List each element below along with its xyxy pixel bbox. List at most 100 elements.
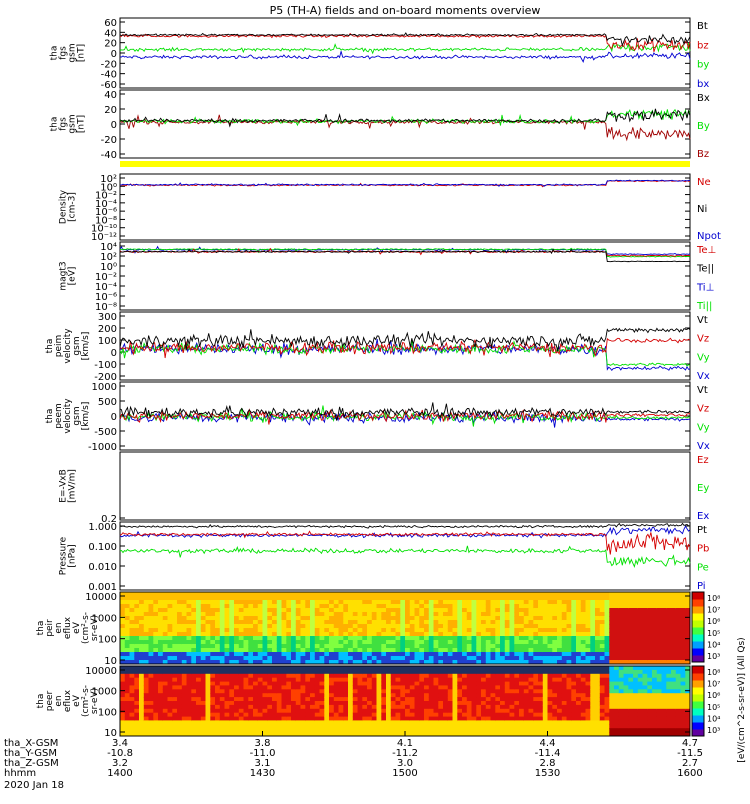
spectrogram-cell [490,701,496,706]
series-by [119,108,691,127]
spectrogram-cell [476,632,482,637]
spectrogram-cell [685,728,690,733]
spectrogram-cell [490,677,496,683]
spectrogram-cell [680,728,686,733]
spectrogram-cell [666,666,672,671]
spectrogram-cell [352,644,359,649]
spectrogram-cell [614,604,620,609]
spectrogram-cell [371,701,378,706]
spectrogram-cell [656,689,663,694]
spectrogram-cell [509,632,515,637]
spectrogram-cell [167,644,173,649]
spectrogram-cell [210,724,216,729]
spectrogram-cell [120,697,126,702]
spectrogram-cell [490,632,496,637]
spectrogram-cell [680,669,686,675]
spectrogram-cell [604,624,610,629]
spectrogram-cell [129,632,135,637]
spectrogram-cell [272,648,278,653]
spectrogram-cell [614,620,620,625]
spectrogram-cell [362,616,368,621]
spectrogram-cell [509,732,515,736]
y-axis-label: tha peir en eflux eV (cm²-s-sr-eV) [36,612,100,644]
spectrogram-cell [519,689,525,694]
spectrogram-cell [386,616,392,621]
spectrogram-cell [599,648,606,653]
spectrogram-cell [281,652,287,657]
spectrogram-cell [490,636,496,641]
spectrogram-cell [215,596,221,601]
spectrogram-cell [381,640,387,645]
spectrogram-cell [300,669,306,675]
spectrogram-cell [357,689,363,694]
spectrogram-cell [604,666,610,671]
legend-bz: bz [697,40,709,51]
y-tick-label: -100 [94,360,117,371]
spectrogram-cell [509,708,515,714]
spectrogram-cell [424,701,430,706]
spectrogram-cell [134,732,140,736]
spectrogram-cell [300,592,306,597]
spectrogram-cell [234,660,240,664]
spectrogram-cell [538,701,544,706]
spectrogram-cell [433,616,439,621]
spectrogram-cell [680,701,686,706]
spectrogram-cell [409,648,416,653]
spectrogram-cell [338,708,344,714]
spectrogram-cell [595,644,601,649]
spectrogram-cell [428,604,435,609]
spectrogram-cell [267,624,273,629]
spectrogram-cell [229,720,235,725]
spectrogram-cell [181,612,188,617]
spectrogram-cell [571,673,577,679]
spectrogram-cell [257,720,264,725]
spectrogram-cell [419,685,425,690]
spectrogram-cell [642,708,648,714]
spectrogram-cell [590,620,596,625]
spectrogram-cell [234,712,240,718]
spectrogram-cell [338,669,344,675]
spectrogram-cell [367,716,373,722]
spectrogram-cell [623,689,629,694]
spectrogram-cell [224,666,230,671]
spectrogram-cell [362,673,368,679]
spectrogram-cell [504,689,511,694]
spectrogram-cell [286,636,292,641]
spectrogram-cell [680,656,686,661]
spectrogram-cell [661,704,667,710]
spectrogram-cell [215,704,221,710]
spectrogram-cell [362,636,368,641]
spectrogram-cell [666,592,672,597]
spectrogram-cell [495,608,501,613]
spectrogram-cell [504,660,511,664]
spectrogram-cell [400,732,406,736]
spectrogram-cell [528,673,534,679]
spectrogram-cell [666,628,672,633]
spectrogram-cell [647,656,653,661]
spectrogram-cell [405,636,411,641]
spectrogram-cell [348,693,354,698]
spectrogram-cell [466,697,473,702]
y-label-line: gsm [72,336,82,355]
spectrogram-cell [661,728,667,733]
spectrogram-cell [186,652,192,657]
spectrogram-cell [419,732,425,736]
spectrogram-cell [637,712,644,718]
spectrogram-cell [414,681,420,687]
spectrogram-cell [419,677,425,683]
spectrogram-cell [205,608,211,613]
spectrogram-cell [547,712,553,718]
spectrogram-cell [257,716,264,722]
spectrogram-cell [210,592,216,597]
spectrogram-cell [481,612,487,617]
spectrogram-cell [371,697,378,702]
spectrogram-cell [205,600,211,605]
spectrogram-cell [400,712,406,718]
spectrogram-cell [291,628,297,633]
spectrogram-cell [680,612,686,617]
spectrogram-cell [457,624,463,629]
spectrogram-cell [628,704,634,710]
spectrogram-cell [523,616,530,621]
spectrogram-cell [229,596,235,601]
spectrogram-cell [381,666,387,671]
